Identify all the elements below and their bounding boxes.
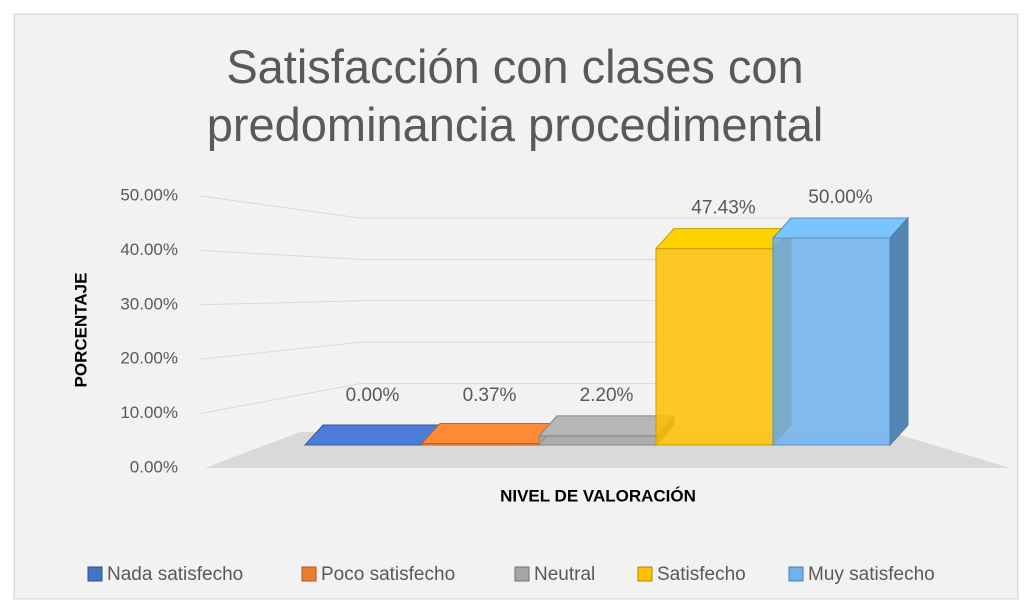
bar-top <box>303 424 442 446</box>
y-tick-label: 20.00% <box>120 349 178 368</box>
y-tick-label: 30.00% <box>120 294 178 313</box>
bar-front <box>538 435 657 446</box>
value-label: 0.37% <box>463 385 517 406</box>
value-label: 50.00% <box>808 187 873 208</box>
bar-front <box>655 248 774 446</box>
legend-swatch <box>637 566 653 582</box>
value-label: 2.20% <box>580 385 634 406</box>
legend-swatch <box>87 566 103 582</box>
legend-label: Satisfecho <box>657 564 746 585</box>
bar-top <box>420 422 559 444</box>
bar-side <box>889 216 909 447</box>
bar-front <box>772 237 891 446</box>
chart-title: Satisfacción con clases con predominanci… <box>206 40 824 151</box>
grid-line <box>199 195 890 219</box>
y-tick-label: 10.00% <box>120 403 178 422</box>
y-tick-label: 0.00% <box>130 457 178 476</box>
y-tick-label: 50.00% <box>120 185 178 204</box>
legend-swatch <box>514 566 530 582</box>
legend-label: Poco satisfecho <box>321 564 455 585</box>
bar-top <box>771 217 910 239</box>
x-axis-title: NIVEL DE VALORACIÓN <box>500 486 696 505</box>
legend-label: Nada satisfecho <box>107 564 243 585</box>
y-axis-title: PORCENTAJE <box>71 273 90 388</box>
bar-top <box>537 415 676 437</box>
legend-label: Neutral <box>534 564 595 585</box>
bar-top <box>654 228 793 250</box>
legend-label: Muy satisfecho <box>808 564 935 585</box>
legend-swatch <box>788 566 804 582</box>
legend-swatch <box>301 566 317 582</box>
y-tick-label: 40.00% <box>120 240 178 259</box>
value-label: 47.43% <box>691 198 756 219</box>
value-label: 0.00% <box>346 385 400 406</box>
